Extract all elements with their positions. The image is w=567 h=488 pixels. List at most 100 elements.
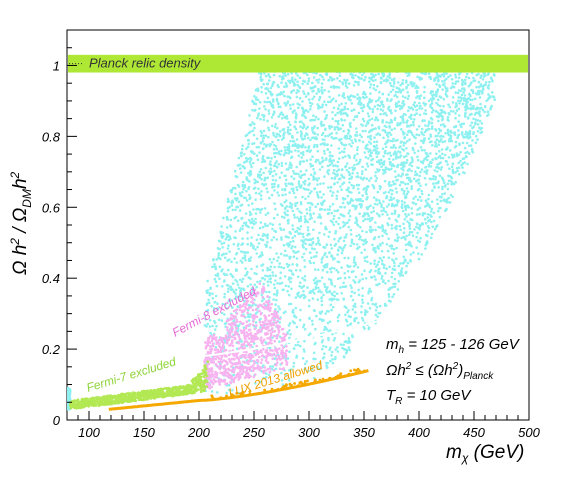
scatter-point-allowed — [334, 164, 337, 167]
scatter-point-fermi8 — [220, 339, 224, 342]
scatter-point-allowed — [358, 212, 361, 215]
scatter-point-allowed — [268, 196, 271, 200]
scatter-point-allowed — [395, 257, 398, 261]
scatter-point-allowed — [262, 232, 266, 236]
scatter-point-allowed — [235, 175, 239, 179]
scatter-point-allowed — [273, 169, 276, 173]
scatter-point-allowed — [387, 203, 391, 206]
scatter-point-allowed — [289, 333, 292, 336]
scatter-point-fermi8 — [278, 347, 281, 351]
scatter-point-allowed — [369, 262, 373, 265]
scatter-point-allowed — [381, 229, 385, 233]
scatter-point-allowed — [447, 133, 450, 137]
scatter-point-allowed — [406, 169, 410, 172]
scatter-point-allowed — [428, 205, 432, 209]
scatter-point-allowed — [452, 110, 455, 113]
scatter-point-allowed — [287, 263, 291, 267]
scatter-point-allowed — [413, 113, 417, 117]
scatter-point-fermi8 — [221, 343, 225, 347]
scatter-point-allowed — [335, 170, 339, 173]
scatter-point-allowed — [469, 107, 473, 111]
scatter-point-allowed — [340, 251, 344, 255]
scatter-point-fermi8 — [244, 356, 247, 360]
scatter-point-allowed — [378, 282, 381, 286]
scatter-point-allowed — [432, 109, 435, 112]
scatter-point-allowed — [319, 182, 322, 186]
scatter-point-allowed — [406, 139, 409, 143]
scatter-point-fermi8 — [225, 342, 229, 345]
scatter-point-allowed — [328, 298, 332, 301]
scatter-point-allowed — [286, 148, 290, 152]
scatter-point-allowed — [447, 103, 450, 106]
scatter-point-allowed — [326, 321, 330, 325]
scatter-point-allowed — [420, 131, 423, 134]
scatter-point-allowed — [316, 158, 320, 162]
scatter-point-allowed — [404, 154, 408, 158]
scatter-point-allowed — [290, 78, 294, 82]
scatter-point-allowed — [296, 74, 300, 77]
scatter-point-allowed — [450, 176, 454, 180]
scatter-point-allowed — [329, 189, 332, 193]
scatter-point-allowed — [412, 123, 415, 127]
scatter-point-allowed — [292, 347, 296, 350]
scatter-point-allowed — [479, 102, 482, 106]
scatter-point-allowed — [335, 125, 339, 129]
scatter-point-allowed — [277, 194, 281, 197]
scatter-point-allowed — [329, 278, 333, 282]
scatter-point-allowed — [287, 378, 291, 382]
scatter-point-allowed — [427, 99, 431, 103]
scatter-point-allowed — [274, 123, 277, 126]
scatter-point-allowed — [327, 336, 330, 340]
scatter-point-allowed — [250, 217, 254, 221]
scatter-point-allowed — [316, 126, 320, 130]
scatter-point-fermi8 — [237, 335, 241, 338]
scatter-point-allowed — [241, 147, 244, 151]
scatter-point-allowed — [454, 180, 458, 184]
scatter-point-allowed — [328, 320, 332, 324]
scatter-point-fermi8 — [281, 327, 285, 331]
scatter-point-allowed — [249, 221, 253, 225]
scatter-point-allowed — [298, 76, 302, 80]
scatter-point-allowed — [325, 255, 329, 259]
scatter-point-fermi8 — [267, 326, 270, 329]
scatter-point-allowed — [313, 85, 316, 88]
scatter-point-allowed — [431, 158, 435, 161]
scatter-point-allowed — [356, 223, 359, 226]
scatter-point-allowed — [255, 272, 258, 276]
scatter-point-allowed — [246, 231, 249, 234]
scatter-point-allowed — [373, 105, 377, 108]
scatter-point-fermi8 — [242, 342, 246, 346]
scatter-point-allowed — [346, 201, 350, 204]
scatter-point-fermi8 — [244, 326, 248, 330]
scatter-point-allowed — [252, 245, 256, 248]
scatter-point-allowed — [230, 260, 233, 264]
scatter-point-allowed — [248, 210, 252, 214]
scatter-point-allowed — [463, 105, 467, 109]
scatter-point-allowed — [429, 152, 432, 155]
scatter-point-allowed — [347, 265, 350, 269]
scatter-point-allowed — [386, 99, 389, 102]
scatter-point-allowed — [308, 317, 311, 321]
scatter-point-allowed — [248, 257, 251, 261]
scatter-point-allowed — [309, 158, 312, 161]
scatter-point-fermi8 — [262, 369, 265, 373]
scatter-point-allowed — [252, 187, 256, 190]
scatter-point-allowed — [446, 146, 449, 149]
scatter-point-allowed — [298, 210, 301, 213]
scatter-point-allowed — [455, 154, 459, 158]
scatter-point-allowed — [288, 81, 292, 84]
scatter-point-allowed — [335, 220, 338, 224]
scatter-point-allowed — [411, 158, 414, 162]
scatter-point-allowed — [348, 172, 352, 176]
scatter-point-allowed — [340, 119, 344, 122]
scatter-point-allowed — [286, 357, 290, 360]
scatter-point-allowed — [288, 230, 292, 234]
scatter-point-allowed — [296, 80, 299, 84]
scatter-point-allowed — [441, 115, 444, 118]
scatter-point-allowed — [381, 262, 384, 266]
scatter-point-allowed — [382, 255, 386, 259]
scatter-point-allowed — [397, 235, 400, 239]
scatter-point-allowed — [264, 213, 268, 216]
scatter-point-allowed — [283, 85, 286, 89]
scatter-point-allowed — [375, 198, 378, 201]
